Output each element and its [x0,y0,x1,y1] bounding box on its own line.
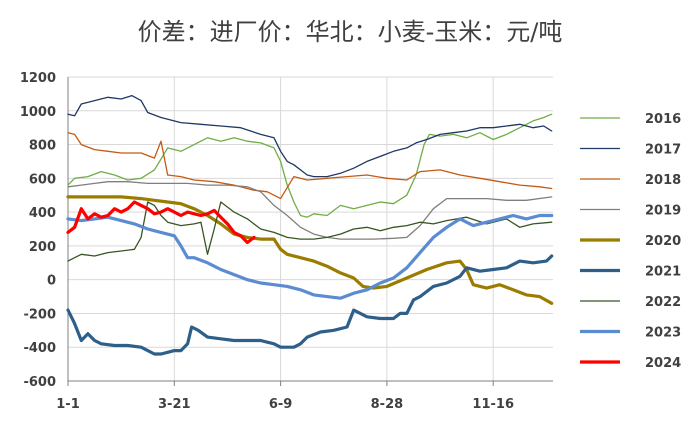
series-line-2023 [66,213,554,300]
legend: 2016 2017 2018 2019 2020 2021 2022 2023 2024 [580,112,681,371]
chart-title: 价差：进厂价：华北：小麦-玉米：元/吨 [138,18,563,46]
x-tick-label: 8-28 [371,397,404,412]
series-line-2024 [66,200,256,245]
legend-label-2016: 2016 [645,112,681,127]
legend-label-2018: 2018 [645,173,681,188]
y-tick-label: 800 [29,139,56,154]
legend-label-2019: 2019 [645,204,681,219]
x-tick-label: 1-1 [56,397,80,412]
y-tick-label: 600 [29,172,56,187]
grid [68,76,553,381]
y-tick-label: -400 [23,341,56,356]
legend-label-2022: 2022 [645,295,681,310]
y-tick-label: 400 [29,206,56,221]
series-line-2017 [67,94,553,178]
series-line-2016 [67,113,553,218]
legend-label-2021: 2021 [645,265,681,280]
x-tick-label: 3-21 [158,397,191,412]
series-line-2019 [67,181,553,240]
legend-label-2020: 2020 [645,234,681,249]
y-tick-label: 200 [29,240,56,255]
series-line-2018 [67,132,553,200]
y-tick-label: -200 [23,307,56,322]
x-tick-label: 6-9 [269,397,293,412]
y-tick-label: 0 [47,274,56,289]
x-tick-label: 11-16 [472,397,514,412]
y-tick-label: 1200 [20,71,56,86]
legend-label-2024: 2024 [645,356,681,371]
series-line-2022 [67,201,553,262]
series-lines [66,94,554,356]
legend-label-2017: 2017 [645,143,681,158]
y-tick-label: 1000 [20,105,56,120]
series-line-2020 [66,195,554,305]
y-tick-label: -600 [23,375,56,390]
series-line-2021 [66,254,554,356]
legend-label-2023: 2023 [645,326,681,341]
